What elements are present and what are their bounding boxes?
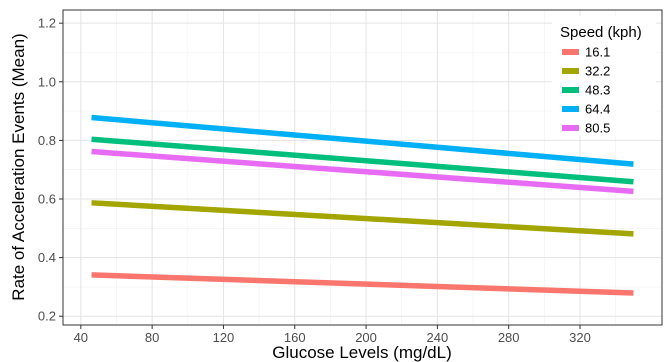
legend-label-80-5: 80.5 [585,121,610,136]
legend-key-64-4 [562,106,579,112]
y-axis: 0.2 0.4 0.6 0.8 1.0 1.2 [38,16,63,324]
y-tick-label: 0.6 [38,192,56,207]
x-tick-label: 320 [569,330,591,345]
x-tick-label: 80 [145,330,159,345]
panel-border [62,9,663,326]
x-axis-title: Glucose Levels (mg/dL) [272,343,452,362]
legend-label-16-1: 16.1 [585,45,610,60]
legend-title: Speed (kph) [560,24,642,41]
series-line-80-5 [91,148,634,195]
legend-key-80-5 [562,125,579,131]
series-line-64-4 [91,114,634,167]
y-tick-label: 0.4 [38,250,56,265]
legend-key-48-3 [562,87,579,93]
x-tick-label: 240 [427,330,449,345]
x-axis: 40 80 120 160 200 240 280 320 [74,325,591,345]
x-tick-label: 200 [355,330,377,345]
y-tick-label: 0.2 [38,309,56,324]
series-lines [91,114,634,296]
series-line-48-3 [91,136,634,185]
x-tick-label: 120 [213,330,235,345]
series-line-32-2 [91,200,634,237]
y-tick-label: 1.0 [38,74,56,89]
y-axis-title: Rate of Acceleration Events (Mean) [9,33,28,300]
legend-background [552,16,656,136]
legend: Speed (kph) 16.1 32.2 48.3 64.4 80.5 [560,24,642,136]
x-tick-label: 160 [284,330,306,345]
y-tick-label: 0.8 [38,133,56,148]
y-tick-label: 1.2 [38,16,56,31]
x-tick-label: 280 [498,330,520,345]
legend-label-64-4: 64.4 [585,102,610,117]
legend-label-32-2: 32.2 [585,64,610,79]
x-tick-label: 40 [74,330,88,345]
legend-key-32-2 [562,68,579,74]
series-line-16-1 [91,272,634,296]
legend-label-48-3: 48.3 [585,83,610,98]
legend-key-16-1 [562,49,579,55]
